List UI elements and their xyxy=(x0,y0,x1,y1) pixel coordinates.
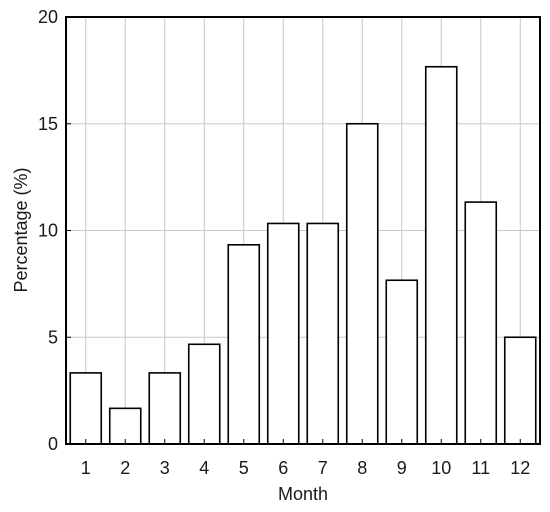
bar-month-7 xyxy=(306,222,340,445)
bar-month-9 xyxy=(385,279,419,445)
y-tick-label: 0 xyxy=(48,434,58,454)
bar-month-12 xyxy=(503,336,537,445)
x-tick-label: 5 xyxy=(239,458,249,478)
x-tick-label: 4 xyxy=(199,458,209,478)
y-axis-ticks: 0 5 10 15 20 xyxy=(38,7,71,454)
y-tick-label: 5 xyxy=(48,327,58,347)
bar-month-6 xyxy=(266,222,300,445)
bar-month-2 xyxy=(108,407,142,445)
y-tick-label: 15 xyxy=(38,114,58,134)
x-tick-label: 11 xyxy=(471,458,490,478)
bar-month-1 xyxy=(69,372,103,445)
bars xyxy=(69,65,537,445)
x-tick-label: 10 xyxy=(431,458,451,478)
x-tick-label: 3 xyxy=(160,458,170,478)
x-tick-label: 9 xyxy=(397,458,407,478)
x-tick-label: 6 xyxy=(278,458,288,478)
x-tick-label: 2 xyxy=(120,458,130,478)
x-axis-ticks: 1 2 3 4 5 6 7 8 9 10 11 12 xyxy=(81,439,530,478)
x-axis-label: Month xyxy=(278,484,328,504)
x-tick-label: 8 xyxy=(357,458,367,478)
bar-month-8 xyxy=(345,122,379,445)
y-axis-label: Percentage (%) xyxy=(11,167,31,292)
y-tick-label: 10 xyxy=(38,221,58,241)
y-tick-label: 20 xyxy=(38,7,58,27)
bar-month-5 xyxy=(227,244,261,445)
bar-month-11 xyxy=(464,201,498,445)
x-tick-label: 7 xyxy=(318,458,328,478)
bar-month-3 xyxy=(148,372,182,445)
x-tick-label: 12 xyxy=(510,458,530,478)
bar-month-10 xyxy=(424,65,458,445)
bar-month-4 xyxy=(187,343,221,445)
x-tick-label: 1 xyxy=(81,458,91,478)
